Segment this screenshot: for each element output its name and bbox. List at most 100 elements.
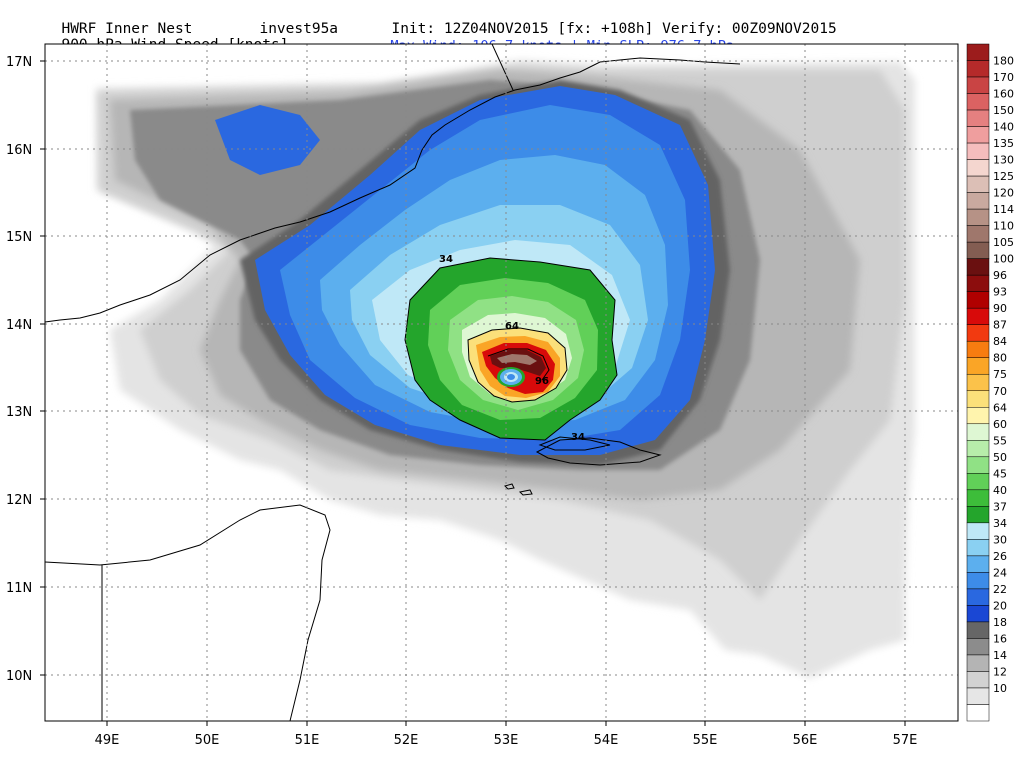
colorbar-swatch: [966, 423, 990, 441]
init-verify-text: Init: 12Z04NOV2015 [fx: +108h] Verify: 0…: [391, 21, 837, 37]
colorbar-label: 80: [993, 352, 1007, 365]
init-verify: Init: 12Z04NOV2015 [fx: +108h] Verify: 0…: [374, 5, 837, 37]
colorbar-label: 26: [993, 550, 1007, 563]
colorbar-swatch: [966, 704, 990, 722]
lat-label: 14N: [6, 318, 32, 333]
contour-34kt-east: [538, 436, 611, 451]
colorbar-swatch: [966, 473, 990, 491]
lon-label: 51E: [295, 733, 320, 748]
lat-label: 11N: [6, 581, 32, 596]
colorbar-label: 12: [993, 665, 1007, 678]
island-samhah: [518, 489, 533, 496]
colorbar-swatch: [966, 258, 990, 276]
colorbar-label: 70: [993, 385, 1007, 398]
colorbar-swatch: [966, 506, 990, 524]
colorbar-swatch: [966, 192, 990, 210]
lon-label: 53E: [494, 733, 519, 748]
colorbar-swatch: [966, 605, 990, 623]
colorbar-swatch: [966, 175, 990, 193]
plot-frame: [44, 43, 959, 722]
colorbar-label: 93: [993, 286, 1007, 299]
colorbar-label: 37: [993, 500, 1007, 513]
contour-label-96: 96: [535, 376, 549, 387]
title-line-1: HWRF Inner Nest: [44, 5, 192, 37]
colorbar-swatch: [966, 621, 990, 639]
colorbar-label: 45: [993, 467, 1007, 480]
colorbar-swatch: [966, 126, 990, 144]
colorbar-swatch: [966, 555, 990, 573]
wind-field: 34 64 96 34: [45, 44, 958, 721]
lat-label: 10N: [6, 669, 32, 684]
colorbar-label: 14: [993, 649, 1007, 662]
coastline-somalia: [45, 504, 331, 721]
colorbar-label: 125: [993, 170, 1014, 183]
colorbar-label: 55: [993, 434, 1007, 447]
colorbar-label: 160: [993, 88, 1014, 101]
colorbar-label: 100: [993, 253, 1014, 266]
lat-label: 16N: [6, 143, 32, 158]
colorbar-swatch: [966, 76, 990, 94]
colorbar-label: 170: [993, 71, 1014, 84]
lat-label: 13N: [6, 405, 32, 420]
island-abd-al-kuri: [504, 483, 515, 490]
colorbar-swatch: [966, 159, 990, 177]
field-100kt: [497, 354, 537, 365]
colorbar-swatch: [966, 93, 990, 111]
colorbar-swatch: [966, 109, 990, 127]
colorbar-swatch: [966, 638, 990, 656]
colorbar-swatch: [966, 440, 990, 458]
colorbar-label: 114: [993, 203, 1014, 216]
colorbar-label: 64: [993, 401, 1007, 414]
storm-id-text: invest95a: [259, 21, 339, 37]
colorbar-label: 130: [993, 154, 1014, 167]
colorbar-label: 16: [993, 632, 1007, 645]
coastline-arabia: [45, 57, 741, 323]
colorbar-label: 40: [993, 484, 1007, 497]
coastline-socotra: [535, 437, 662, 466]
lon-label: 50E: [195, 733, 220, 748]
colorbar-label: 22: [993, 583, 1007, 596]
colorbar-swatch: [966, 142, 990, 160]
colorbar-swatch: [966, 357, 990, 375]
colorbar-swatch: [966, 307, 990, 325]
colorbar-swatch: [966, 291, 990, 309]
colorbar-swatch: [966, 654, 990, 672]
colorbar-label: 180: [993, 55, 1014, 68]
colorbar-swatch: [966, 407, 990, 425]
colorbar-swatch: [966, 241, 990, 259]
colorbar-swatch: [966, 671, 990, 689]
colorbar-label: 110: [993, 220, 1014, 233]
colorbar-swatch: [966, 588, 990, 606]
lon-label: 54E: [594, 733, 619, 748]
colorbar-label: 120: [993, 187, 1014, 200]
contour-label-34-south: 34: [571, 432, 585, 443]
colorbar-swatch: [966, 489, 990, 507]
contour-label-34-north: 34: [439, 254, 453, 265]
lat-label: 15N: [6, 230, 32, 245]
eye-center: [507, 374, 515, 380]
colorbar-swatch: [966, 225, 990, 243]
border-yemen-oman: [491, 44, 514, 91]
colorbar-label: 10: [993, 682, 1007, 695]
colorbar-swatch: [966, 43, 990, 61]
lon-label: 57E: [893, 733, 918, 748]
colorbar-label: 60: [993, 418, 1007, 431]
colorbar-swatch: [966, 340, 990, 358]
lon-label: 56E: [793, 733, 818, 748]
colorbar-swatch: [966, 572, 990, 590]
model-name: HWRF Inner Nest: [61, 21, 193, 37]
colorbar-label: 50: [993, 451, 1007, 464]
colorbar-swatch: [966, 522, 990, 540]
field-20kt-north: [215, 105, 320, 175]
colorbar-label: 24: [993, 566, 1007, 579]
contour-34kt: [404, 257, 618, 441]
colorbar-label: 150: [993, 104, 1014, 117]
colorbar-label: 105: [993, 236, 1014, 249]
contour-label-64: 64: [505, 321, 519, 332]
colorbar-label: 34: [993, 517, 1007, 530]
colorbar-label: 140: [993, 121, 1014, 134]
axis-ticks: [40, 60, 906, 726]
colorbar-label: 75: [993, 368, 1007, 381]
colorbar-swatch: [966, 373, 990, 392]
